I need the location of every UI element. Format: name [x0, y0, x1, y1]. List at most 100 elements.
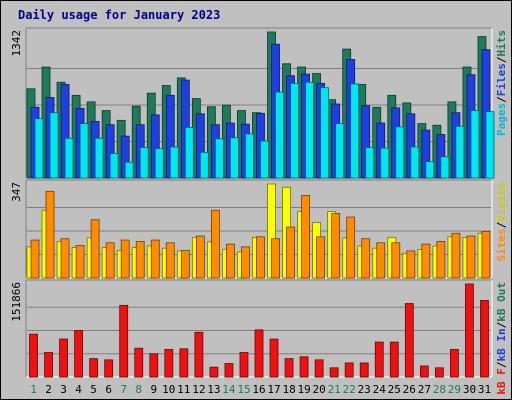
bar-sites-day-17: [271, 238, 280, 279]
legend-kbytes-part: kB In: [495, 328, 508, 361]
legend-visits-sites: Sites/Visits: [495, 182, 508, 262]
bar-sites-day-12: [195, 235, 205, 279]
bar-sites-day-24: [376, 242, 386, 279]
bar-pages-day-20: [320, 87, 330, 179]
bar-kbytes-day-22: [344, 362, 354, 378]
day-label-7: 7: [120, 383, 127, 396]
bar-pages-day-19: [305, 81, 314, 179]
legend-hits-files-pages-part: Pages: [495, 103, 508, 136]
bar-sites-day-20: [316, 236, 326, 279]
plot-area: 1342 347 151866: [10, 27, 495, 378]
bar-pages-day-12: [199, 152, 209, 179]
bar-sites-day-7: [120, 239, 130, 279]
bar-pages-day-17: [275, 91, 284, 179]
bar-pages-day-1: [34, 118, 44, 179]
bar-sites-day-9: [150, 239, 160, 279]
bar-sites-day-18: [286, 226, 295, 279]
legend-visits-sites-part: Sites: [495, 228, 508, 261]
bar-kbytes-day-27: [419, 365, 429, 378]
bar-kbytes-day-13: [209, 366, 219, 378]
bar-pages-day-21: [335, 123, 345, 179]
panel-hits-files-pages: 1342: [10, 27, 495, 179]
bar-pages-day-15: [245, 133, 254, 179]
day-label-9: 9: [150, 383, 157, 396]
bar-pages-day-5: [94, 137, 104, 179]
y-max-label: 347: [10, 182, 23, 202]
bar-sites-day-10: [165, 242, 175, 279]
day-label-19: 19: [297, 383, 310, 396]
bar-pages-day-24: [380, 147, 390, 179]
bar-kbytes-day-15: [239, 352, 249, 378]
bar-sites-day-15: [241, 246, 250, 279]
bar-sites-day-22: [346, 216, 356, 279]
bar-sites-day-25: [391, 242, 401, 279]
bar-sites-day-3: [60, 238, 70, 279]
day-label-16: 16: [252, 383, 265, 396]
bar-sites-day-29: [451, 232, 461, 279]
bar-pages-day-6: [109, 153, 119, 179]
bar-pages-day-3: [64, 137, 74, 179]
bar-sites-day-14: [226, 243, 235, 279]
bar-kbytes-day-9: [149, 353, 159, 378]
bar-sites-day-26: [406, 250, 416, 279]
day-label-8: 8: [135, 383, 142, 396]
bar-kbytes-day-10: [164, 349, 174, 378]
bar-kbytes-day-11: [179, 348, 189, 378]
day-label-26: 26: [403, 383, 416, 396]
bar-pages-day-2: [49, 112, 59, 179]
bar-sites-day-8: [135, 241, 145, 279]
bar-pages-day-23: [365, 147, 375, 179]
day-label-17: 17: [267, 383, 280, 396]
bar-kbytes-day-17: [269, 338, 279, 378]
day-label-28: 28: [433, 383, 446, 396]
bar-kbytes-day-1: [29, 333, 38, 378]
day-label-6: 6: [105, 383, 112, 396]
bar-pages-day-8: [139, 147, 149, 179]
bar-pages-day-30: [470, 110, 480, 179]
bar-pages-day-9: [154, 148, 164, 179]
bar-kbytes-day-24: [374, 341, 384, 378]
bar-sites-day-4: [75, 245, 85, 279]
panel-kbytes: 151866: [10, 279, 493, 378]
bar-sites-day-1: [30, 239, 40, 279]
day-label-13: 13: [207, 383, 220, 396]
day-label-10: 10: [162, 383, 175, 396]
legend-kbytes-part: /: [495, 321, 508, 328]
bar-kbytes-day-6: [104, 359, 114, 378]
day-label-31: 31: [478, 383, 491, 396]
bar-pages-day-11: [184, 127, 194, 179]
day-label-2: 2: [45, 383, 52, 396]
day-label-30: 30: [463, 383, 476, 396]
y-max-label: 1342: [10, 30, 23, 57]
chart-title: Daily usage for January 2023: [18, 8, 220, 22]
day-label-12: 12: [192, 383, 205, 396]
legend-hits-files-pages-part: Files: [495, 63, 508, 96]
bar-kbytes-day-29: [450, 349, 459, 378]
day-label-14: 14: [222, 383, 236, 396]
bar-sites-day-27: [421, 243, 431, 279]
bar-sites-day-23: [361, 238, 371, 279]
bar-sites-day-31: [481, 231, 491, 279]
bar-kbytes-day-25: [389, 341, 399, 378]
legend-hits-files-pages-part: /: [495, 96, 508, 103]
bar-pages-day-22: [350, 83, 360, 179]
bar-kbytes-day-5: [89, 358, 99, 378]
bar-pages-day-10: [169, 146, 179, 179]
bar-sites-day-5: [90, 219, 100, 279]
bar-sites-day-2: [45, 190, 55, 279]
day-label-22: 22: [343, 383, 356, 396]
day-label-29: 29: [448, 383, 461, 396]
bar-kbytes-day-18: [284, 358, 294, 378]
bar-kbytes-day-16: [254, 329, 264, 378]
bar-kbytes-day-26: [404, 303, 414, 378]
bar-kbytes-day-31: [480, 300, 489, 378]
bar-kbytes-day-12: [194, 331, 204, 378]
bar-sites-day-30: [466, 235, 476, 279]
day-label-4: 4: [75, 383, 82, 396]
day-label-24: 24: [373, 383, 387, 396]
bar-sites-day-21: [331, 213, 341, 279]
bar-pages-day-18: [290, 82, 299, 179]
day-label-21: 21: [328, 383, 341, 396]
bar-sites-day-11: [180, 249, 190, 279]
